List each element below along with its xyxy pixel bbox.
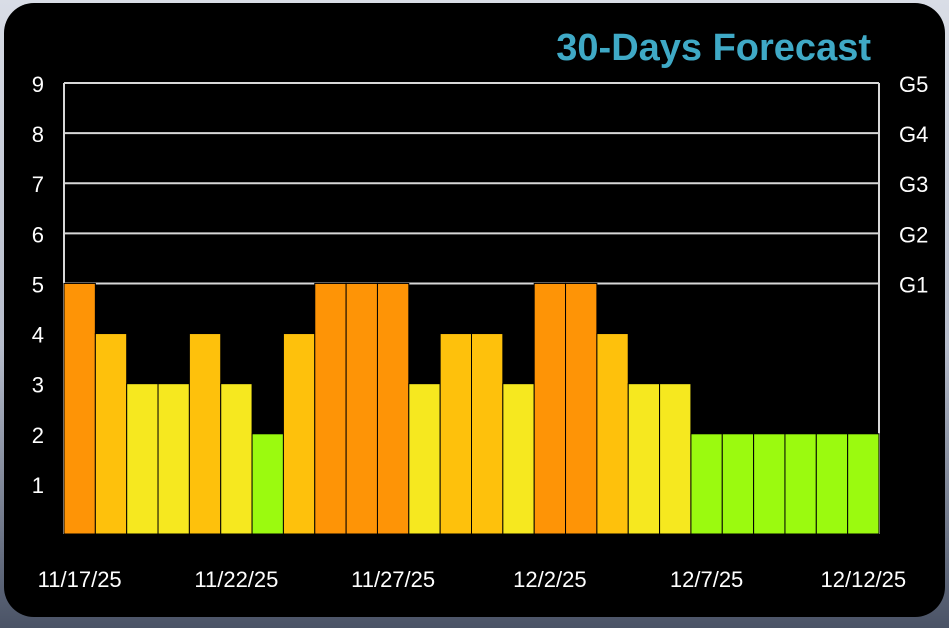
x-tick-label: 11/22/25 (194, 567, 278, 592)
bar (220, 383, 253, 535)
bar (157, 383, 190, 535)
x-tick-label: 12/2/25 (513, 567, 586, 592)
y-tick-label: 2 (32, 423, 44, 448)
bar (251, 433, 284, 535)
y-tick-label: 6 (32, 222, 44, 247)
bar (690, 433, 723, 535)
bar (627, 383, 661, 535)
grid-lines (63, 82, 880, 534)
x-tick-label: 11/27/25 (351, 567, 435, 592)
bar (815, 433, 849, 535)
bar (596, 333, 629, 535)
bar (753, 433, 786, 535)
bar (847, 433, 880, 535)
bar (721, 433, 755, 535)
right-tick-label: G2 (899, 222, 928, 247)
y-tick-label: 8 (32, 122, 44, 147)
bar (471, 333, 504, 535)
bar (565, 282, 598, 535)
bar (784, 433, 817, 535)
right-tick-label: G4 (899, 122, 928, 147)
bar (659, 383, 692, 535)
bar (502, 383, 535, 535)
bar (376, 282, 410, 535)
bar (533, 282, 567, 535)
y-axis-ticks: 1 2 3 4 5 6 7 8 9 (32, 72, 44, 498)
y-tick-label: 9 (32, 72, 44, 97)
bar (94, 333, 128, 535)
y-tick-label: 7 (32, 172, 44, 197)
y-tick-label: 5 (32, 272, 44, 297)
right-axis-ticks: G1 G2 G3 G4 G5 (899, 72, 928, 297)
bar (188, 333, 222, 535)
right-tick-label: G5 (899, 72, 928, 97)
bars-group (63, 282, 880, 535)
y-tick-label: 4 (32, 323, 44, 348)
x-tick-label: 11/17/25 (38, 567, 122, 592)
right-tick-label: G1 (899, 272, 928, 297)
bar (408, 383, 441, 535)
chart-title: 30-Days Forecast (556, 27, 871, 69)
right-tick-label: G3 (899, 172, 928, 197)
bar (126, 383, 159, 535)
forecast-chart: 30-Days Forecast 1 2 3 4 5 6 7 8 9 G1 G2 G3 G4 G5 11… (32, 27, 929, 592)
bar (439, 333, 472, 535)
bar (282, 333, 316, 535)
bar (314, 282, 347, 535)
x-tick-label: 12/12/25 (821, 567, 907, 592)
x-tick-label: 12/7/25 (670, 567, 743, 592)
x-axis-ticks: 11/17/25 11/22/25 11/27/25 12/2/25 12/7/25 12… (38, 567, 906, 592)
chart-card: 30-Days Forecast 1 2 3 4 5 6 7 8 9 G1 G2 G3 G4 G5 11… (4, 3, 945, 617)
bar (63, 282, 96, 535)
y-tick-label: 3 (32, 373, 44, 398)
y-tick-label: 1 (32, 473, 44, 498)
bar (345, 282, 378, 535)
